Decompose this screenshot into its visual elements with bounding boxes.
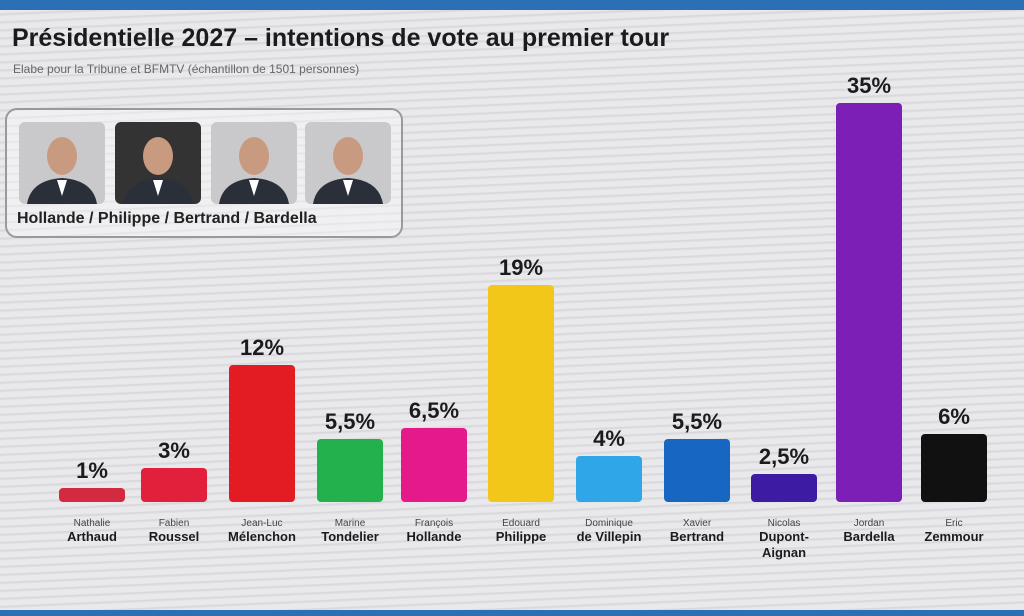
value-label: 5,5% (324, 409, 376, 435)
category-label: Marine Tondelier (300, 518, 400, 545)
chart-subtitle: Elabe pour la Tribune et BFMTV (échantil… (13, 62, 360, 76)
first-name: Nathalie (73, 518, 111, 529)
top-bar (0, 0, 1024, 10)
last-name: Tondelier (321, 529, 379, 544)
bar-mélenchon (229, 365, 295, 502)
last-name: Roussel (148, 529, 200, 544)
category-label: Jordan Bardella (819, 518, 919, 545)
bar-bardella (836, 103, 902, 502)
first-name: Marine (334, 518, 366, 529)
person-icon (123, 137, 193, 204)
value-label: 3% (158, 437, 190, 463)
category-label: Nicolas Dupont-Aignan (734, 518, 834, 561)
last-name: Bardella (843, 529, 895, 544)
portrait-philippe (115, 122, 201, 204)
value-label: 5,5% (671, 409, 723, 435)
bar-dupont-aignan (751, 473, 817, 502)
photo-caption: Hollande / Philippe / Bertrand / Bardell… (17, 210, 317, 227)
bar-bertrand (664, 439, 730, 502)
bar-zemmour (921, 433, 987, 502)
bar-roussel (141, 467, 207, 502)
first-name: Eric (945, 518, 963, 529)
last-name: Hollande (406, 529, 462, 544)
category-label: Nathalie Arthaud (42, 518, 142, 545)
person-icon (313, 137, 383, 204)
value-label: 6,5% (408, 397, 460, 423)
last-name: Bertrand (669, 529, 725, 544)
value-label: 35% (846, 73, 892, 98)
category-label: François Hollande (384, 518, 484, 545)
last-name: Arthaud (67, 529, 117, 544)
category-label: Fabien Roussel (124, 518, 224, 545)
bar-philippe (488, 285, 554, 502)
person-icon (219, 137, 289, 204)
bar-arthaud (59, 488, 125, 502)
value-label: 4% (593, 426, 625, 452)
portrait-hollande (19, 122, 105, 204)
last-name: Dupont-Aignan (759, 529, 809, 560)
value-label: 1% (76, 458, 108, 483)
last-name: Philippe (495, 529, 547, 544)
value-label: 2,5% (758, 443, 810, 469)
category-label: Edouard Philippe (471, 518, 571, 545)
last-name: Mélenchon (228, 529, 296, 544)
last-name: Zemmour (924, 529, 984, 544)
first-name: Xavier (682, 518, 712, 529)
bar-de-villepin (576, 456, 642, 502)
category-label: Eric Zemmour (904, 518, 1004, 545)
first-name: Edouard (502, 518, 540, 529)
category-label: Xavier Bertrand (647, 518, 747, 545)
category-label: Jean-Luc Mélenchon (212, 518, 312, 545)
portrait-bertrand (211, 122, 297, 204)
portrait-bardella (305, 122, 391, 204)
category-label: Dominique de Villepin (559, 518, 659, 545)
first-name: François (414, 518, 454, 529)
value-label: 12% (239, 335, 285, 361)
bar-hollande (401, 427, 467, 502)
last-name: de Villepin (576, 529, 642, 544)
bottom-bar (0, 610, 1024, 616)
first-name: Jean-Luc (241, 518, 283, 529)
first-name: Dominique (585, 518, 633, 529)
chart-title: Présidentielle 2027 – intentions de vote… (12, 24, 670, 52)
bar-tondelier (317, 439, 383, 502)
first-name: Fabien (158, 518, 190, 529)
candidates-photo-panel: Hollande / Philippe / Bertrand / Bardell… (5, 108, 403, 238)
value-label: 19% (498, 255, 544, 281)
first-name: Jordan (853, 518, 885, 529)
value-label: 6% (938, 403, 970, 429)
first-name: Nicolas (767, 518, 801, 529)
person-icon (27, 137, 97, 204)
